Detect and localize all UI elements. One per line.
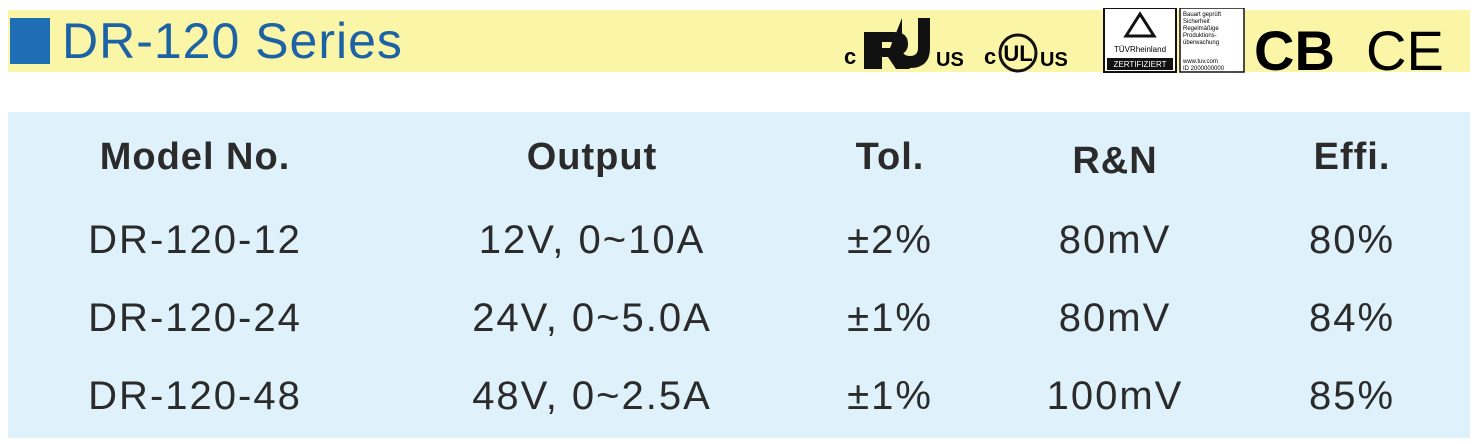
ur-mark-u <box>890 18 930 68</box>
tuv-web: www.tuv.com <box>1182 59 1218 65</box>
ul-mark: UL <box>1003 41 1032 66</box>
table-cell: DR-120-24 <box>88 296 302 340</box>
tuv-info-box <box>1179 8 1245 73</box>
table-cell: 80mV <box>1058 296 1172 340</box>
tuv-badge-bg <box>1107 58 1173 70</box>
table-cell: 85% <box>1308 374 1396 418</box>
tuv-line: Bauart geprüft <box>1183 12 1221 18</box>
column-header: R&N <box>1072 140 1158 182</box>
table-cell: 24V, 0~5.0A <box>472 296 712 340</box>
cb-mark: CB <box>1254 19 1335 74</box>
table-cell: DR-120-12 <box>88 218 302 262</box>
tuv-line: Sicherheit <box>1183 19 1210 25</box>
ul-circle <box>998 33 1038 73</box>
spec-table: Model No. Output Tol. R&N Effi. DR-120-12 12V,… <box>8 112 1470 438</box>
ur-suffix: US <box>936 49 964 71</box>
ur-prefix: c <box>844 44 856 69</box>
ul-prefix: c <box>984 44 996 69</box>
table-cell: 100mV <box>1046 374 1184 418</box>
table-cell: ±1% <box>847 374 933 418</box>
title-marker <box>10 18 50 64</box>
table-cell: 80mV <box>1058 218 1172 262</box>
tuv-line: überwachung <box>1183 40 1219 46</box>
table-cell: ±2% <box>847 218 933 262</box>
tuv-id: ID 2000000000 <box>1183 66 1225 72</box>
column-header: Model No. <box>99 136 291 178</box>
table-cell: DR-120-48 <box>88 374 302 418</box>
column-header: Tol. <box>855 136 925 178</box>
column-header: Output <box>526 136 658 178</box>
certification-logos: c US c UL US TÜVRheinland ZERTIFIZIERT B… <box>844 8 1444 74</box>
tuv-name: TÜVRheinland <box>1114 45 1166 54</box>
tuv-triangle <box>1123 11 1157 38</box>
tuv-line: Regelmäßige <box>1183 26 1219 32</box>
table-cell: 48V, 0~2.5A <box>472 374 712 418</box>
table-cell: 84% <box>1308 296 1396 340</box>
tuv-badge: ZERTIFIZIERT <box>1113 60 1166 69</box>
ul-suffix: US <box>1040 49 1068 71</box>
column-header: Effi. <box>1313 136 1391 178</box>
table-cell: 80% <box>1308 218 1396 262</box>
ce-mark: CE <box>1366 19 1444 74</box>
title: DR-120 Series <box>62 13 403 69</box>
tuv-line: Produktions- <box>1183 33 1217 39</box>
table-cell: ±1% <box>847 296 933 340</box>
table-cell: 12V, 0~10A <box>478 218 706 262</box>
